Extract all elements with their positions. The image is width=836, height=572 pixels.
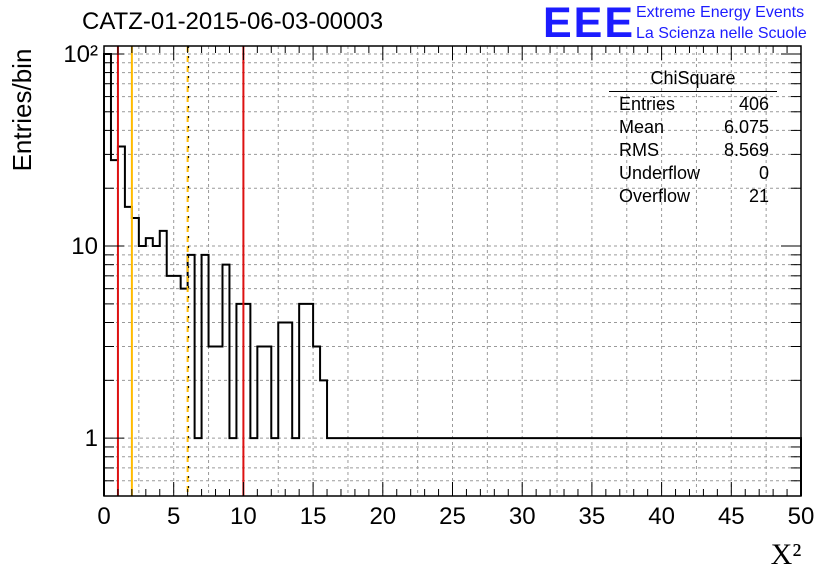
- chart-title: CATZ-01-2015-06-03-00003: [82, 8, 384, 35]
- stats-value: 21: [748, 186, 769, 206]
- axes: 0 5 10 15 20 25 30 35 40 45 50 1 10 10²: [63, 41, 814, 530]
- logo-line-1: Extreme Energy Events: [636, 4, 805, 21]
- x-axis-label: X²: [771, 538, 802, 571]
- y-tick-label: 1: [85, 425, 98, 452]
- x-tick-label: 10: [230, 503, 257, 530]
- stats-row: Underflow 0: [609, 162, 777, 185]
- stats-label: Entries: [619, 94, 676, 114]
- stats-label: RMS: [619, 140, 659, 160]
- stats-row: Overflow 21: [609, 185, 777, 208]
- eee-logo: EEE: [543, 0, 636, 47]
- stats-title: ChiSquare: [609, 68, 777, 92]
- x-tick-label: 5: [167, 503, 180, 530]
- threshold-lines: [116, 46, 245, 496]
- stats-row: Mean 6.075: [609, 116, 777, 139]
- x-tick-label: 45: [718, 503, 745, 530]
- x-tick-label: 35: [579, 503, 606, 530]
- logo-line-2: La Scienza nelle Scuole: [636, 25, 807, 42]
- y-tick-label: 10²: [63, 41, 98, 68]
- x-tick-label: 25: [439, 503, 466, 530]
- stats-row: RMS 8.569: [609, 139, 777, 162]
- histogram-bars: [103, 52, 802, 496]
- histogram-series: [103, 52, 802, 496]
- x-tick-label: 40: [648, 503, 675, 530]
- y-axis-label: Entries/bin: [7, 49, 37, 172]
- stats-label: Overflow: [619, 186, 691, 206]
- x-tick-label: 0: [97, 503, 110, 530]
- stats-value: 8.569: [723, 140, 769, 160]
- y-tick-label: 10: [71, 233, 98, 260]
- stats-row: Entries 406: [609, 93, 777, 116]
- stats-label: Mean: [619, 117, 665, 137]
- stats-box: ChiSquare Entries 406 Mean 6.075 RMS 8.569 …: [609, 68, 777, 208]
- stats-value: 6.075: [723, 117, 769, 137]
- stats-value: 406: [738, 94, 769, 114]
- x-tick-label: 15: [300, 503, 327, 530]
- x-tick-label: 50: [788, 503, 815, 530]
- stats-label: Underflow: [619, 163, 701, 183]
- grid-lines: [104, 46, 801, 496]
- stats-value: 0: [758, 163, 769, 183]
- x-tick-label: 20: [369, 503, 396, 530]
- x-tick-label: 30: [509, 503, 536, 530]
